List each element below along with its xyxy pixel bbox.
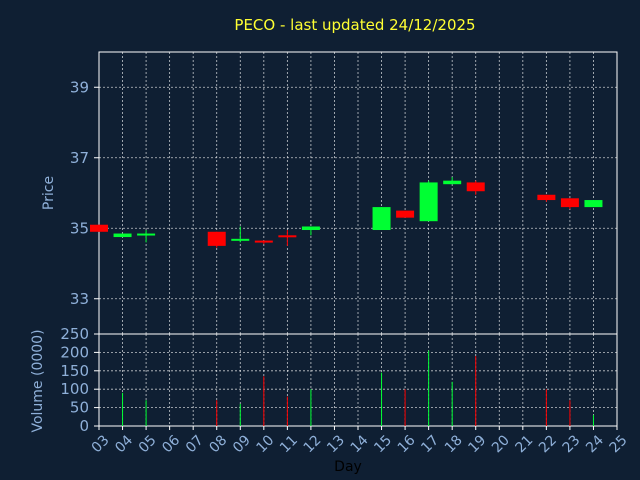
candle-body (396, 210, 415, 218)
volume-axis-label: Volume (0000) (30, 329, 46, 432)
candle-08 (207, 231, 226, 248)
candle-body (278, 235, 297, 238)
candle-23 (560, 198, 579, 209)
x-tick-label: 11 (277, 432, 301, 456)
volume-y-tick-label: 50 (70, 399, 89, 417)
volume-y-tick-label: 0 (79, 417, 89, 435)
candle-22 (537, 194, 556, 202)
volume-y-tick-label: 200 (60, 343, 89, 361)
candles (90, 177, 603, 248)
price-y-ticks: 33 35 37 39 (70, 78, 99, 308)
x-tick-label: 23 (560, 432, 584, 456)
candle-body (466, 182, 485, 192)
candle-11 (278, 230, 297, 246)
candle-09 (231, 226, 250, 243)
x-tick-label: 17 (418, 432, 442, 456)
volume-y-tick-label: 250 (60, 325, 89, 343)
candle-body (419, 182, 438, 222)
x-tick-label: 08 (206, 432, 230, 456)
candle-body (207, 231, 226, 246)
price-axis-label: Price (41, 176, 57, 210)
volume-grid (99, 334, 617, 426)
volume-bars (122, 350, 594, 426)
x-tick-label: 14 (348, 432, 372, 456)
volume-y-tick-label: 100 (60, 380, 89, 398)
candle-body (301, 226, 320, 231)
x-tick-label: 16 (395, 432, 419, 456)
x-axis-ticks: 03 04 05 06 07 08 09 10 11 12 13 14 15 16 17 18 19 20 21 22… (89, 426, 631, 456)
price-y-tick-label: 35 (70, 219, 89, 237)
chart-title: PECO - last updated 24/12/2025 (234, 16, 475, 34)
x-tick-label: 18 (442, 432, 466, 456)
candle-17 (419, 180, 438, 222)
candle-10 (254, 240, 273, 245)
volume-y-tick-label: 150 (60, 362, 89, 380)
candle-body (231, 238, 250, 241)
candle-body (443, 180, 462, 185)
candle-03 (90, 224, 108, 232)
candle-body (537, 194, 556, 201)
x-tick-label: 09 (230, 432, 254, 456)
x-tick-label: 04 (112, 432, 136, 456)
candle-24 (584, 200, 603, 208)
x-tick-label: 25 (607, 432, 631, 456)
x-tick-label: 24 (583, 432, 607, 456)
x-tick-label: 06 (159, 432, 183, 456)
x-tick-label: 15 (371, 432, 395, 456)
price-grid (99, 52, 617, 334)
x-tick-label: 10 (254, 432, 278, 456)
x-tick-label: 19 (465, 432, 489, 456)
price-y-tick-label: 33 (70, 290, 89, 308)
candle-04 (113, 233, 132, 238)
candle-16 (396, 210, 415, 218)
candle-body (113, 233, 132, 238)
x-tick-label: 20 (489, 432, 513, 456)
x-tick-label: 03 (89, 432, 113, 456)
price-y-tick-label: 37 (70, 149, 89, 167)
candle-body (372, 207, 391, 231)
candle-12 (301, 226, 320, 236)
candle-15 (372, 207, 391, 231)
x-tick-label: 13 (324, 432, 348, 456)
price-panel: 33 35 37 39 Price (41, 51, 618, 335)
candle-19 (466, 180, 485, 195)
x-tick-label: 05 (136, 432, 160, 456)
x-tick-label: 12 (301, 432, 325, 456)
x-axis-label: Day (334, 459, 362, 475)
candle-body (560, 198, 579, 208)
candle-body (137, 233, 156, 236)
x-tick-label: 22 (536, 432, 560, 456)
x-tick-label: 07 (183, 432, 207, 456)
candle-18 (443, 177, 462, 185)
price-y-tick-label: 39 (70, 78, 89, 96)
candle-body (90, 224, 108, 232)
candle-05 (137, 230, 156, 243)
candle-body (254, 240, 273, 243)
candle-body (584, 200, 603, 208)
x-tick-label: 21 (513, 432, 537, 456)
